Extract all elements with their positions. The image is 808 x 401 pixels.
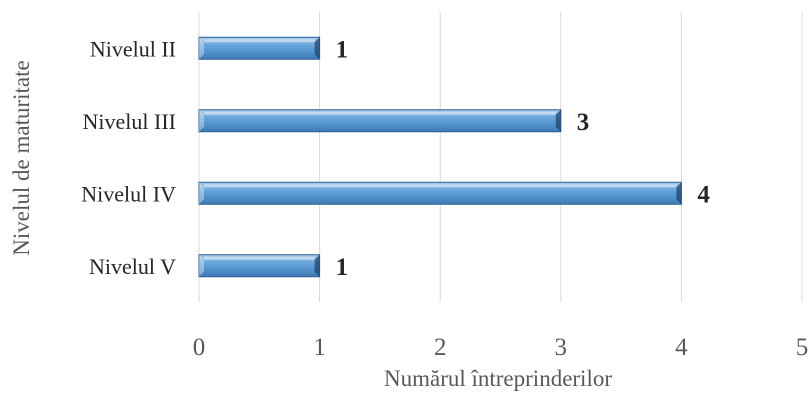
y-tick-label-nivelul-v: Nivelul V bbox=[89, 254, 176, 279]
bar-bevel-right bbox=[555, 109, 561, 132]
data-label-nivelul-v: 1 bbox=[336, 254, 349, 281]
bars bbox=[198, 36, 682, 278]
y-tick-label-nivelul-ii: Nivelul II bbox=[90, 36, 176, 61]
data-label-nivelul-ii: 1 bbox=[336, 36, 349, 63]
y-axis-title: Nivelul de maturitate bbox=[9, 60, 34, 255]
bar-bevel-right bbox=[676, 182, 682, 205]
bar-nivelul-iv bbox=[198, 181, 682, 205]
x-tick-label-5: 5 bbox=[796, 334, 808, 361]
data-label-nivelul-iii: 3 bbox=[577, 109, 590, 136]
bar-bevel-left bbox=[199, 37, 204, 60]
x-tick-label-2: 2 bbox=[434, 334, 447, 361]
bar-highlight bbox=[204, 39, 315, 43]
bar-bevel-right bbox=[314, 37, 320, 60]
x-tick-label-4: 4 bbox=[675, 334, 688, 361]
data-label-nivelul-iv: 4 bbox=[697, 181, 710, 208]
y-tick-label-nivelul-iv: Nivelul IV bbox=[81, 181, 176, 206]
bar-bevel-left bbox=[199, 182, 204, 205]
bar-highlight bbox=[204, 111, 556, 115]
bar-nivelul-iii bbox=[198, 109, 562, 133]
bar-bevel-left bbox=[199, 254, 204, 277]
x-tick-label-0: 0 bbox=[193, 334, 206, 361]
y-tick-label-nivelul-iii: Nivelul III bbox=[83, 109, 176, 134]
bar-highlight bbox=[204, 256, 315, 260]
x-tick-label-1: 1 bbox=[313, 334, 326, 361]
bar-bevel-right bbox=[314, 254, 320, 277]
bar-bevel-left bbox=[199, 109, 204, 132]
gridlines bbox=[198, 12, 803, 302]
bar-highlight bbox=[204, 184, 677, 188]
x-tick-label-3: 3 bbox=[555, 334, 568, 361]
labels: 0 1 2 3 4 5 1 Nivelul II 3 Nivelul III 4 Nivelul IV… bbox=[81, 36, 808, 361]
x-axis-title: Numărul întreprinderilor bbox=[384, 366, 612, 391]
bar-nivelul-v bbox=[198, 254, 321, 278]
bar-nivelul-ii bbox=[198, 36, 321, 60]
